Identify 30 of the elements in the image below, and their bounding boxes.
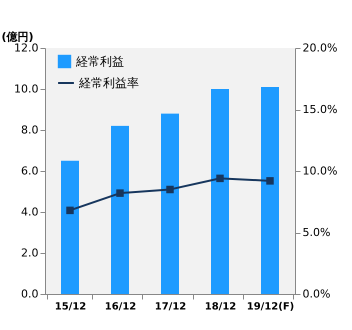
bar bbox=[261, 86, 279, 294]
point bbox=[116, 189, 124, 197]
y2-tick-label: 20.0% bbox=[302, 42, 338, 54]
x-tick-label: 15/12 bbox=[54, 302, 86, 312]
x-tick-label: 17/12 bbox=[154, 302, 186, 312]
point bbox=[266, 177, 274, 185]
x-tick-label: 19/12(F) bbox=[246, 302, 294, 312]
bar bbox=[61, 160, 79, 294]
y2-tick-label: 15.0% bbox=[302, 103, 338, 116]
y-tick-label: 12.0 bbox=[14, 42, 38, 54]
y-tick-label: 0.0 bbox=[21, 288, 38, 300]
bar bbox=[111, 126, 129, 294]
y2-tick-label: 0.0% bbox=[302, 288, 330, 300]
y-tick-label: 4.0 bbox=[21, 206, 38, 218]
legend-label: 経常利益 bbox=[75, 54, 124, 68]
legend-label: 経常利益率 bbox=[78, 76, 139, 90]
y-axis-title: (億円) bbox=[2, 30, 34, 44]
bar bbox=[161, 114, 179, 294]
y-tick-label: 10.0 bbox=[14, 82, 38, 96]
y2-tick-label: 5.0% bbox=[302, 226, 330, 239]
point bbox=[216, 174, 224, 182]
bar bbox=[211, 89, 229, 294]
y-tick-label: 6.0 bbox=[21, 164, 38, 178]
y2-tick-label: 10.0% bbox=[302, 164, 338, 178]
point bbox=[66, 206, 74, 214]
point bbox=[166, 186, 174, 194]
y-tick-label: 2.0 bbox=[21, 246, 38, 260]
x-tick-label: 16/12 bbox=[104, 302, 136, 312]
x-tick-label: 18/12 bbox=[204, 302, 236, 312]
y-tick-label: 8.0 bbox=[21, 124, 38, 136]
